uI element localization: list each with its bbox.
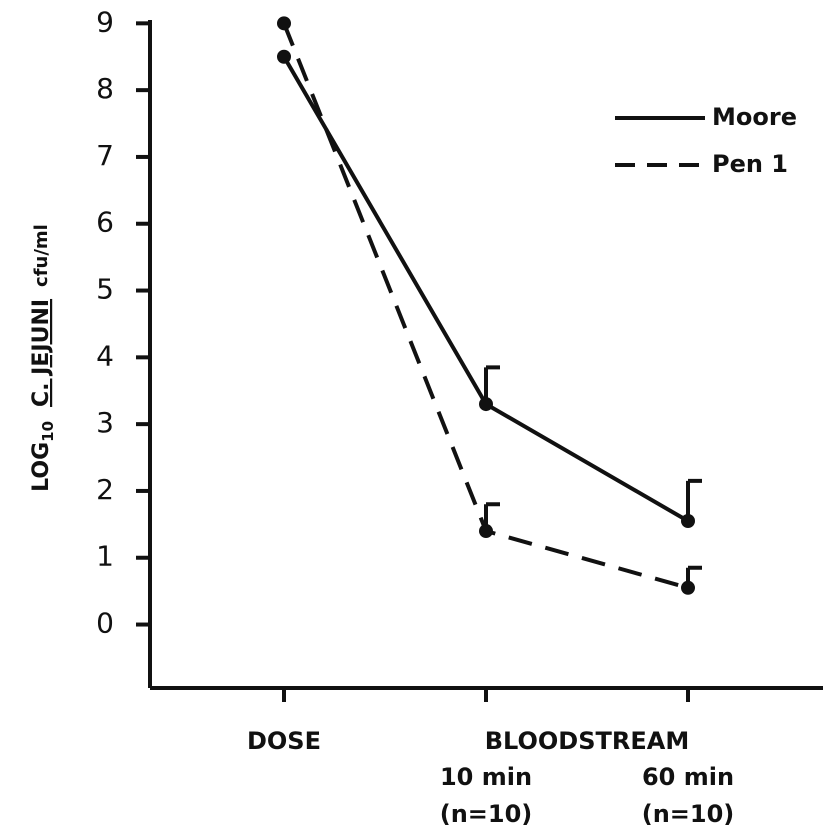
y-label-sub: 10: [39, 421, 57, 442]
legend-label: Moore: [712, 103, 797, 131]
y-tick-label: 5: [96, 273, 114, 306]
group-label: BLOODSTREAM: [485, 727, 689, 755]
y-tick-label: 1: [96, 540, 114, 573]
x-tick-label: 60 min: [642, 763, 734, 791]
y-tick-label: 0: [96, 607, 114, 640]
y-axis-label: LOG10 C. JEJUNI cfu/ml: [29, 224, 57, 492]
y-tick-label: 8: [96, 72, 114, 105]
data-point: [277, 49, 291, 64]
data-point: [479, 397, 493, 412]
series-line: [282, 55, 690, 523]
data-point: [277, 16, 291, 31]
y-label-species: C. JEJUNI: [29, 299, 54, 407]
data-point: [479, 524, 493, 539]
data-point: [681, 580, 695, 595]
category-note: (n=10): [440, 800, 533, 828]
y-label-unit: cfu/ml: [31, 224, 52, 287]
legend-label: Pen 1: [712, 150, 788, 178]
y-tick-label: 7: [96, 139, 114, 172]
y-tick-label: 2: [96, 473, 114, 506]
y-tick-label: 9: [96, 5, 114, 38]
x-tick-label: DOSE: [247, 727, 321, 755]
data-point: [681, 514, 695, 528]
y-label-log: LOG: [29, 442, 54, 492]
y-tick-label: 6: [96, 206, 114, 239]
category-note: (n=10): [642, 800, 735, 828]
y-tick-label: 4: [96, 339, 114, 372]
y-tick-label: 3: [96, 406, 114, 439]
x-tick-label: 10 min: [440, 763, 532, 791]
